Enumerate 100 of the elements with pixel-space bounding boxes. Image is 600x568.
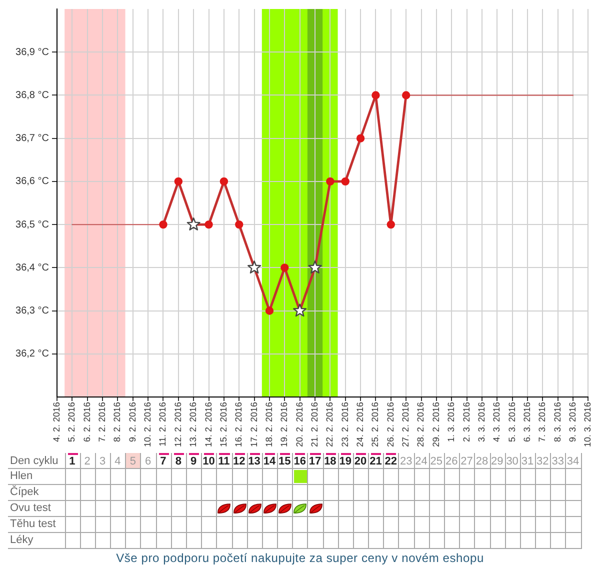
x-tick-label: 24. 2. 2016 — [355, 402, 366, 448]
y-tick-label: 36,5 °C — [16, 219, 49, 230]
x-tick-label: 17. 2. 2016 — [248, 402, 259, 448]
x2-tick-label: 24 — [415, 456, 428, 468]
y-tick-label: 36,8 °C — [16, 90, 49, 101]
text: Vše pro podporu početí nakupujte za super ceny v novém eshopu — [115, 551, 485, 565]
x2-tick-label: 9 — [190, 456, 197, 468]
x2-tick-label: 31 — [521, 456, 534, 468]
x2-tick-label: 12 — [233, 456, 246, 468]
point — [159, 220, 168, 229]
y-tick-label: 36,2 °C — [16, 348, 49, 360]
y-tick-label: 36,3 °C — [16, 306, 49, 317]
x-tick-label: 15. 2. 2016 — [218, 402, 228, 448]
x-tick-label: 23. 2. 2016 — [340, 402, 350, 448]
text: Čípek — [8, 484, 65, 501]
x-tick-label: 20. 2. 2016 — [294, 402, 304, 448]
text: Ovu test — [8, 500, 65, 517]
x2-tick-label: 27 — [460, 456, 473, 468]
x-tick-label: 28. 2. 2016 — [416, 402, 426, 448]
x2-tick-label: 30 — [506, 456, 518, 468]
x-tick-label: 8. 2. 2016 — [112, 402, 122, 442]
x-tick-label: 11. 2. 2016 — [158, 402, 168, 446]
point — [356, 134, 365, 142]
x-tick-label: 12. 2. 2016 — [172, 402, 183, 448]
x-tick-label: 22. 2. 2016 — [324, 402, 335, 448]
x-tick-label: 3. 3. 2016 — [476, 402, 486, 442]
x-tick-label: 13. 2. 2016 — [188, 402, 198, 448]
y-tick-label: 36,6 °C — [16, 176, 49, 188]
x-tick-label: 10. 3. 2016 — [582, 402, 593, 448]
x-tick-label: 4. 3. 2016 — [492, 402, 502, 442]
x2-tick-label: 8 — [175, 456, 182, 468]
x2-tick-label: 22 — [384, 456, 398, 468]
x2-tick-label: 7 — [160, 456, 166, 468]
point — [308, 260, 322, 274]
x2-tick-label: 32 — [536, 456, 549, 468]
x-tick-label: 9. 2. 2016 — [127, 402, 138, 442]
x2-tick-label: 6 — [145, 456, 152, 468]
x-tick-label: 8. 3. 2016 — [552, 402, 562, 442]
x2-tick-label: 13 — [248, 456, 260, 468]
x2-tick-label: 29 — [491, 456, 504, 468]
x2-tick-label: 33 — [552, 456, 564, 468]
point — [186, 217, 200, 230]
x2-tick-label: 3 — [99, 456, 106, 468]
x2-tick-label: 26 — [445, 456, 458, 468]
x2-tick-label: 10 — [202, 456, 215, 468]
point — [204, 220, 213, 229]
x2-tick-label: 28 — [476, 456, 488, 468]
x-tick-label: 29. 2. 2016 — [430, 402, 441, 448]
y-tick-label: 36,7 °C — [16, 133, 49, 144]
point — [248, 260, 262, 274]
x2-tick-label: 17 — [308, 456, 322, 468]
x-tick-label: 27. 2. 2016 — [400, 402, 411, 448]
point — [386, 220, 395, 229]
x-tick-label: 10. 2. 2016 — [142, 402, 153, 448]
x2-tick-label: 21 — [370, 456, 382, 468]
point — [293, 304, 307, 317]
text: Těhu test — [8, 516, 65, 533]
y-tick-label: 36,9 °C — [16, 46, 49, 58]
x-tick-label: 2. 3. 2016 — [461, 402, 472, 442]
x-tick-label: 14. 2. 2016 — [203, 402, 214, 448]
point — [174, 177, 183, 186]
x2-tick-label: 15 — [278, 456, 291, 468]
x-tick-label: 5. 2. 2016 — [66, 402, 77, 442]
point — [402, 91, 410, 100]
x-tick-label: 19. 2. 2016 — [279, 402, 290, 448]
point — [265, 306, 274, 315]
x2-tick-label: 18 — [324, 456, 336, 468]
x2-tick-label: 11 — [218, 456, 230, 468]
x2-tick-label: 14 — [263, 456, 276, 468]
x2-tick-label: 23 — [400, 456, 412, 468]
x-tick-label: 26. 2. 2016 — [385, 402, 396, 448]
x2-tick-label: 2 — [84, 456, 90, 468]
x-tick-label: 6. 3. 2016 — [522, 402, 532, 442]
x2-tick-label: 20 — [354, 456, 367, 468]
x-tick-label: 7. 2. 2016 — [97, 402, 108, 442]
x2-tick-label: 5 — [130, 456, 136, 468]
point — [235, 220, 244, 229]
x2-tick-label: 16 — [294, 456, 306, 468]
x2-tick-label: 1 — [69, 456, 76, 468]
x-tick-label: 18. 2. 2016 — [264, 402, 274, 448]
x-tick-label: 1. 3. 2016 — [446, 402, 456, 442]
point — [372, 91, 380, 100]
x-tick-label: 25. 2. 2016 — [370, 402, 380, 448]
x2-tick-label: 34 — [566, 456, 580, 468]
x2-axis-title: Den cyklu — [10, 455, 58, 468]
x-tick-label: 21. 2. 2016 — [309, 402, 320, 448]
x-tick-label: 7. 3. 2016 — [537, 402, 548, 442]
point — [326, 177, 334, 186]
y-tick-label: 36,4 °C — [16, 262, 49, 274]
x-tick-label: 9. 3. 2016 — [568, 402, 578, 442]
x2-tick-label: 25 — [430, 456, 443, 468]
x-tick-label: 4. 2. 2016 — [51, 402, 62, 442]
text: Léky — [8, 532, 65, 549]
point — [280, 264, 289, 272]
x-tick-label: 5. 3. 2016 — [506, 402, 517, 442]
x-tick-label: 6. 2. 2016 — [82, 402, 92, 442]
x2-tick-label: 19 — [339, 456, 352, 468]
x-tick-label: 16. 2. 2016 — [234, 402, 244, 448]
text: Hlen — [8, 468, 65, 485]
x2-tick-label: 4 — [114, 456, 121, 468]
